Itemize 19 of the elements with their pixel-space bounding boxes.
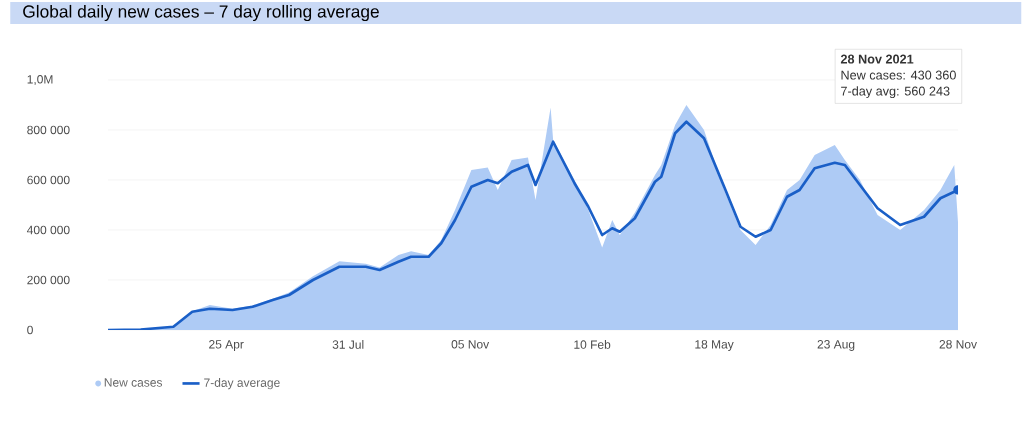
y-tick-label: 800 000 (27, 125, 70, 135)
text: New cases: 430 360 (841, 70, 956, 80)
y-tick-label: 1,0M (27, 75, 53, 85)
legend-label: New cases (104, 378, 163, 387)
x-tick-label: 28 Nov (939, 340, 977, 349)
chart-title: Global daily new cases – 7 day rolling average (23, 4, 379, 22)
x-tick-label: 25 Apr (209, 340, 244, 351)
y-tick-label: 600 000 (27, 175, 70, 185)
x-tick-label: 05 Nov (451, 340, 490, 349)
text: 28 Nov 2021 (840, 54, 914, 64)
x-tick-label: 23 Aug (817, 340, 855, 351)
legend-label: 7-day average (204, 378, 280, 390)
y-tick-label: 400 000 (26, 225, 70, 235)
y-tick-label: 0 (27, 325, 33, 335)
x-tick-label: 31 Jul (332, 340, 364, 349)
y-tick-label: 200 000 (27, 275, 70, 285)
annotation: 7-day avg: 560 243 (841, 86, 950, 99)
x-tick-label: 18 May (695, 340, 734, 351)
x-tick-label: 10 Feb (574, 340, 611, 349)
